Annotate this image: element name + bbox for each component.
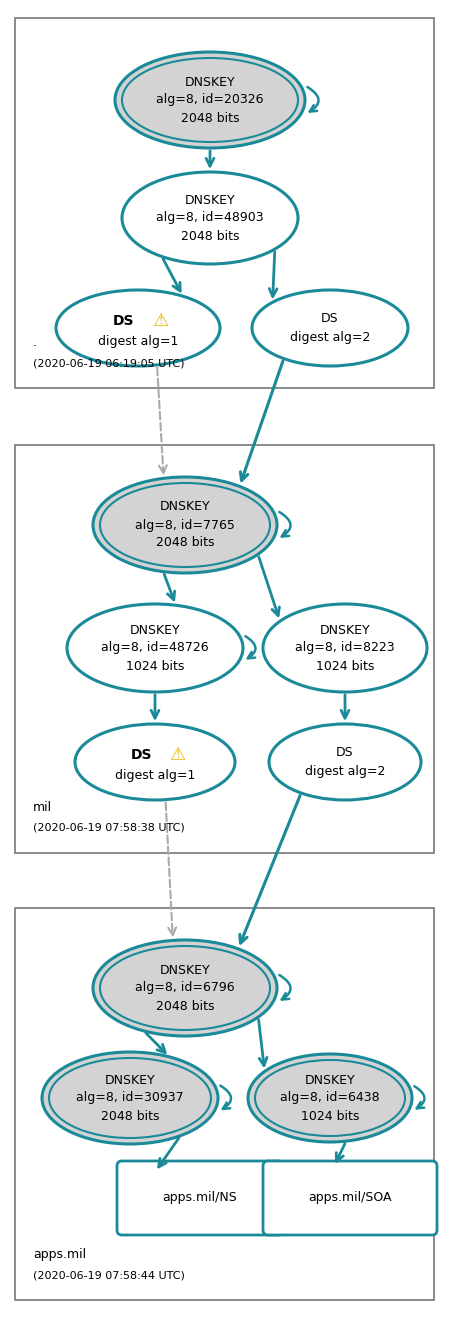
Ellipse shape xyxy=(115,51,305,148)
Ellipse shape xyxy=(252,290,408,366)
FancyBboxPatch shape xyxy=(263,1162,437,1236)
Text: DNSKEY
alg=8, id=30937
2048 bits: DNSKEY alg=8, id=30937 2048 bits xyxy=(76,1073,184,1122)
Text: DS
digest alg=2: DS digest alg=2 xyxy=(305,747,385,777)
Ellipse shape xyxy=(93,940,277,1036)
Ellipse shape xyxy=(42,1052,218,1144)
Ellipse shape xyxy=(56,290,220,366)
Text: DS
digest alg=2: DS digest alg=2 xyxy=(290,313,370,343)
Text: DNSKEY
alg=8, id=20326
2048 bits: DNSKEY alg=8, id=20326 2048 bits xyxy=(156,75,264,124)
Ellipse shape xyxy=(93,477,277,573)
FancyArrowPatch shape xyxy=(279,512,291,536)
Text: DNSKEY
alg=8, id=6438
1024 bits: DNSKEY alg=8, id=6438 1024 bits xyxy=(280,1073,380,1122)
Text: DNSKEY
alg=8, id=48726
1024 bits: DNSKEY alg=8, id=48726 1024 bits xyxy=(101,623,209,672)
Text: apps.mil: apps.mil xyxy=(33,1247,86,1261)
Text: DNSKEY
alg=8, id=7765
2048 bits: DNSKEY alg=8, id=7765 2048 bits xyxy=(135,500,235,549)
FancyArrowPatch shape xyxy=(220,1085,231,1109)
Text: (2020-06-19 07:58:38 UTC): (2020-06-19 07:58:38 UTC) xyxy=(33,822,185,833)
FancyArrowPatch shape xyxy=(308,87,319,111)
Text: DS: DS xyxy=(130,748,152,762)
Text: .: . xyxy=(33,337,37,348)
Text: DNSKEY
alg=8, id=8223
1024 bits: DNSKEY alg=8, id=8223 1024 bits xyxy=(295,623,395,672)
FancyArrowPatch shape xyxy=(246,636,255,659)
Ellipse shape xyxy=(122,172,298,264)
FancyArrowPatch shape xyxy=(279,975,291,999)
Text: mil: mil xyxy=(33,801,52,814)
Text: DNSKEY
alg=8, id=6796
2048 bits: DNSKEY alg=8, id=6796 2048 bits xyxy=(135,964,235,1012)
Bar xyxy=(15,908,434,1300)
FancyArrowPatch shape xyxy=(414,1086,424,1109)
Text: (2020-06-19 06:19:05 UTC): (2020-06-19 06:19:05 UTC) xyxy=(33,358,185,368)
Text: digest alg=1: digest alg=1 xyxy=(98,335,178,348)
Ellipse shape xyxy=(248,1053,412,1142)
Ellipse shape xyxy=(269,723,421,800)
Text: apps.mil/SOA: apps.mil/SOA xyxy=(308,1192,392,1204)
Text: digest alg=1: digest alg=1 xyxy=(115,770,195,783)
Text: (2020-06-19 07:58:44 UTC): (2020-06-19 07:58:44 UTC) xyxy=(33,1270,185,1280)
Text: DS: DS xyxy=(113,314,135,327)
Text: DNSKEY
alg=8, id=48903
2048 bits: DNSKEY alg=8, id=48903 2048 bits xyxy=(156,194,264,243)
Bar xyxy=(15,18,434,388)
Text: ⚠: ⚠ xyxy=(152,312,168,330)
Bar xyxy=(15,445,434,853)
Ellipse shape xyxy=(75,723,235,800)
Text: apps.mil/NS: apps.mil/NS xyxy=(163,1192,238,1204)
Ellipse shape xyxy=(67,605,243,692)
Text: ⚠: ⚠ xyxy=(169,746,185,764)
Ellipse shape xyxy=(263,605,427,692)
FancyBboxPatch shape xyxy=(117,1162,283,1236)
